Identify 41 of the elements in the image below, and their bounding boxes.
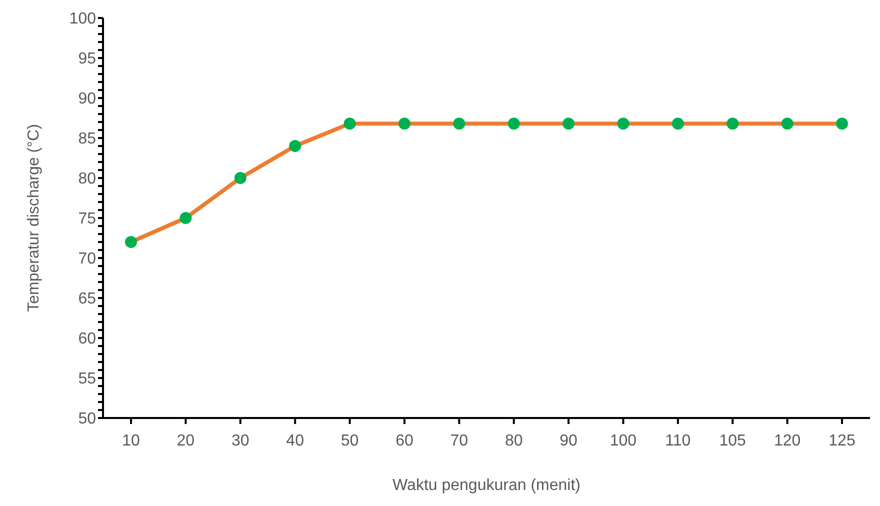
y-axis-title: Temperatur discharge (°C) (26, 124, 43, 312)
x-tick-label: 120 (774, 432, 801, 450)
point (726, 118, 739, 130)
y-tick-label: 55 (78, 370, 96, 388)
point (562, 118, 575, 130)
x-tick-label: 80 (504, 432, 523, 450)
y-tick-label: 50 (78, 410, 96, 428)
x-axis-title: Waktu pengukuran (menit) (392, 477, 580, 494)
point (836, 118, 848, 130)
point (289, 140, 302, 152)
point (344, 118, 356, 130)
point (508, 118, 520, 130)
x-tick-label: 50 (340, 432, 359, 450)
y-tick-label: 85 (78, 130, 96, 148)
y-tick-label: 65 (78, 290, 96, 308)
x-tick-label: 110 (665, 432, 691, 450)
point (234, 172, 246, 184)
x-tick-label: 100 (610, 432, 637, 450)
x-tick-label: 125 (828, 432, 856, 450)
point (617, 118, 630, 130)
x-tick-label: 70 (450, 432, 468, 450)
point (180, 212, 192, 224)
y-tick-label: 90 (78, 90, 96, 108)
point (672, 118, 684, 130)
y-tick-label: 80 (78, 170, 96, 188)
x-tick-label: 90 (560, 432, 578, 450)
x-tick-label: 40 (286, 432, 304, 450)
x-tick-label: 20 (176, 432, 195, 450)
x-tick-label: 105 (719, 432, 746, 450)
point (125, 236, 137, 248)
y-tick-label: 60 (78, 330, 96, 348)
point (781, 118, 794, 130)
point (453, 118, 466, 130)
point (398, 118, 410, 130)
y-tick-label: 70 (78, 250, 96, 268)
x-tick-label: 30 (231, 432, 250, 450)
x-tick-label: 10 (122, 432, 140, 450)
y-tick-label: 75 (78, 210, 96, 228)
y-tick-label: 100 (69, 10, 96, 28)
x-tick-label: 60 (396, 432, 414, 450)
y-tick-label: 95 (78, 50, 96, 68)
